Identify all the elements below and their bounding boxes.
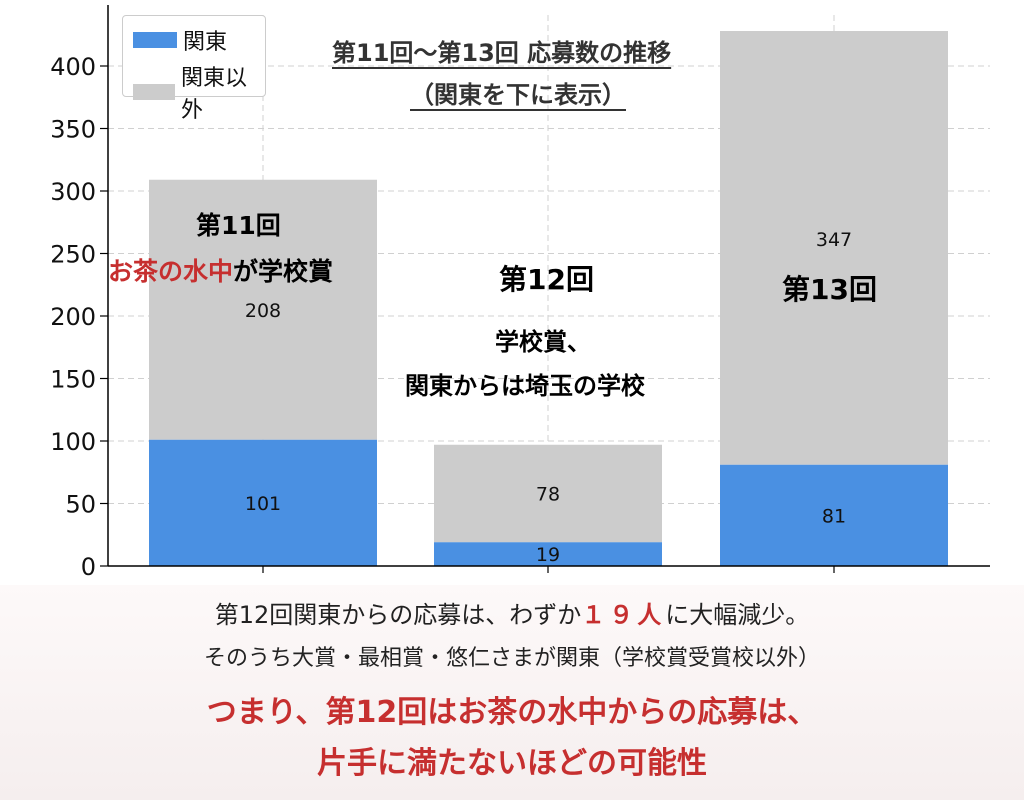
bar3-heading: 第13回: [782, 273, 877, 306]
legend-label-kanto: 関東: [183, 30, 228, 55]
y-tick-labels: 0 50 100 150 200 250 300 350 400: [50, 53, 96, 581]
y-tick-label: 400: [50, 53, 96, 81]
y-tick-label: 150: [50, 366, 96, 394]
bar-segment-other: [434, 444, 662, 543]
bar-segment-kanto: [149, 439, 377, 566]
caption-line1-b: に大幅減少。: [665, 601, 810, 629]
chart-subtitle: （関東を下に表示）: [410, 81, 626, 109]
segment-labels: 101 208 19 78 81 347: [245, 229, 852, 566]
bar-segment-other: [720, 31, 948, 465]
data-label-other: 208: [245, 300, 281, 322]
legend: 関東 関東以外: [122, 15, 266, 123]
data-label-kanto: 19: [536, 544, 560, 566]
bar1-heading: 第11回: [196, 211, 281, 240]
bars: [149, 31, 948, 566]
y-tick-label: 200: [50, 303, 96, 331]
bar2-heading: 第12回: [499, 263, 594, 296]
legend-label-other: 関東以外: [181, 66, 248, 123]
caption-line2: そのうち大賞・最相賞・悠仁さまが関東（学校賞受賞校以外）: [203, 646, 820, 671]
caption-panel: 第12回関東からの応募は、わずか１９人に大幅減少。 そのうち大賞・最相賞・悠仁さ…: [0, 585, 1024, 800]
legend-item-kanto: 関東: [133, 24, 227, 56]
caption-line1: 第12回関東からの応募は、わずか１９人に大幅減少。: [0, 595, 1024, 630]
y-tick-label: 350: [50, 116, 96, 144]
y-tick-label: 250: [50, 241, 96, 269]
chart-title: 第11回〜第13回 応募数の推移: [332, 39, 672, 67]
data-label-kanto: 81: [822, 505, 846, 527]
bar-segment-other: [149, 179, 377, 440]
caption-line3: つまり、第12回はお茶の水中からの応募は、: [206, 695, 818, 730]
bar1-rest: が学校賞: [233, 257, 334, 286]
bar1-highlight: お茶の水中: [108, 257, 234, 286]
axes: [100, 5, 990, 573]
y-tick-label: 100: [50, 428, 96, 456]
data-label-other: 347: [816, 229, 852, 251]
bar2-line1: 学校賞、: [495, 328, 591, 356]
bar1-note: お茶の水中が学校賞: [108, 252, 333, 288]
data-label-other: 78: [536, 484, 560, 506]
bar-segment-kanto: [434, 542, 662, 566]
legend-item-other: 関東以外: [133, 60, 265, 124]
caption-line4: 片手に満たないほどの可能性: [317, 746, 707, 781]
caption-line1-highlight: １９人: [581, 601, 666, 629]
bar-segment-kanto: [720, 464, 948, 566]
legend-swatch-kanto: [133, 32, 177, 48]
legend-swatch-other: [133, 84, 175, 100]
caption-line1-a: 第12回関東からの応募は、わずか: [214, 601, 582, 629]
y-tick-label: 300: [50, 178, 96, 206]
bar2-line2: 関東からは埼玉の学校: [405, 372, 645, 400]
y-tick-label: 0: [81, 553, 96, 581]
data-label-kanto: 101: [245, 493, 281, 515]
y-tick-label: 50: [65, 491, 96, 519]
